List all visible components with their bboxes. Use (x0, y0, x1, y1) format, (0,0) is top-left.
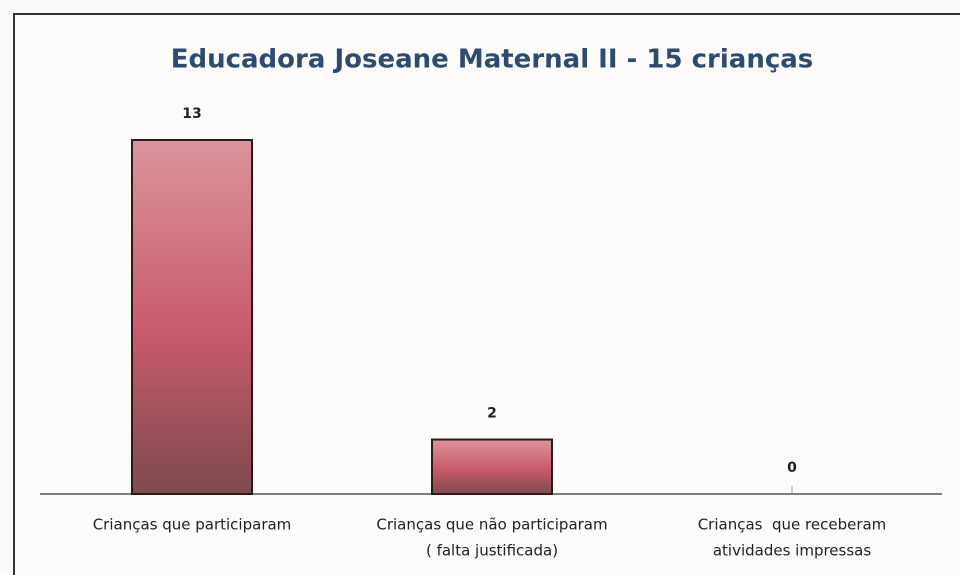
bar (431, 438, 553, 495)
value-label: 2 (487, 406, 497, 422)
x-tick-label: Crianças que participaram (93, 516, 292, 534)
chart-title: Educadora Joseane Maternal II - 15 crian… (171, 45, 814, 75)
x-tick-label: Crianças que não participaram (376, 516, 607, 534)
value-label: 13 (182, 106, 201, 122)
x-tick-label: ( falta justificada) (426, 542, 558, 560)
x-tick-label: atividades impressas (713, 542, 872, 560)
bar (131, 139, 253, 495)
value-label: 0 (787, 460, 797, 476)
x-tick-label: Crianças que receberam (698, 516, 887, 534)
